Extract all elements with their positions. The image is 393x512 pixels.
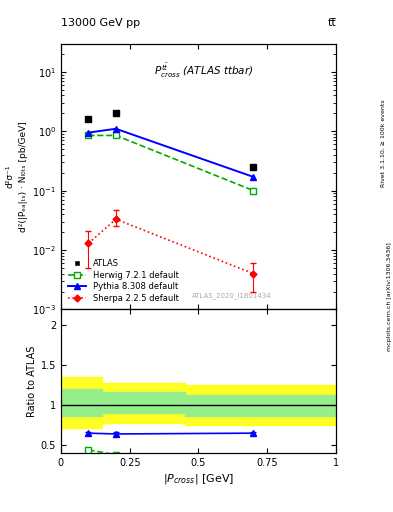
- Y-axis label: d²σ⁻¹
d²(|Pₑₐ|ₜₛ) · Nₗ₀ₜₛ [pb/GeV]: d²σ⁻¹ d²(|Pₑₐ|ₜₛ) · Nₗ₀ₜₛ [pb/GeV]: [6, 121, 28, 232]
- Text: $P_{cross}^{t\bar{t}}$ (ATLAS ttbar): $P_{cross}^{t\bar{t}}$ (ATLAS ttbar): [154, 62, 253, 80]
- Legend: ATLAS, Herwig 7.2.1 default, Pythia 8.308 default, Sherpa 2.2.5 default: ATLAS, Herwig 7.2.1 default, Pythia 8.30…: [65, 257, 181, 305]
- Text: 13000 GeV pp: 13000 GeV pp: [61, 18, 140, 28]
- Text: tt̅: tt̅: [327, 18, 336, 28]
- Y-axis label: Ratio to ATLAS: Ratio to ATLAS: [26, 346, 37, 417]
- Text: ATLAS_2020_I1801434: ATLAS_2020_I1801434: [192, 292, 271, 299]
- Text: Rivet 3.1.10, ≥ 100k events: Rivet 3.1.10, ≥ 100k events: [381, 99, 386, 187]
- Text: mcplots.cern.ch [arXiv:1306.3436]: mcplots.cern.ch [arXiv:1306.3436]: [387, 243, 392, 351]
- X-axis label: $|P_{cross}|$ [GeV]: $|P_{cross}|$ [GeV]: [163, 472, 234, 486]
